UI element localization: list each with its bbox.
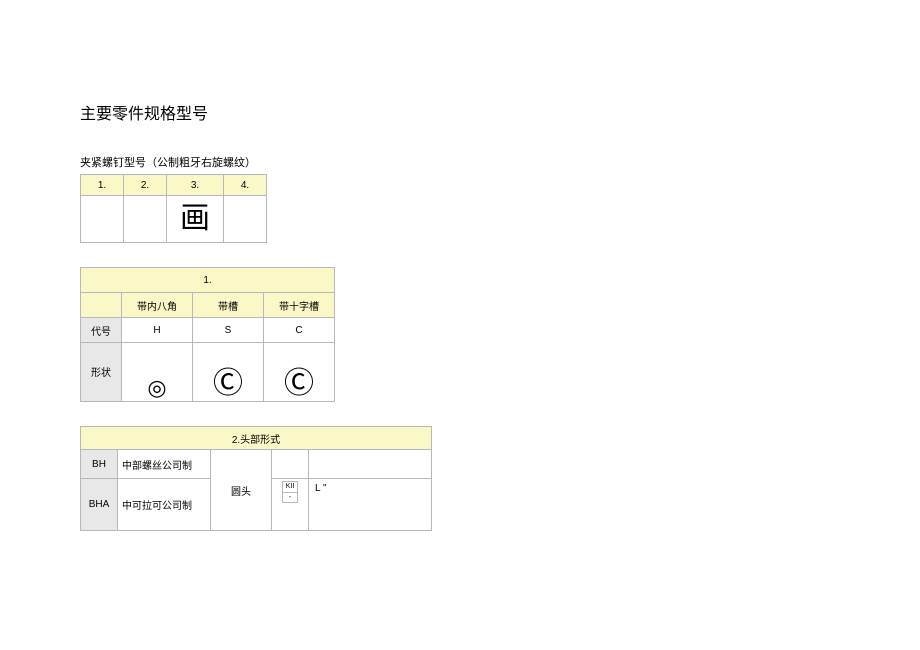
t3-code-1: BH (81, 450, 118, 479)
t2-shape-3: Ⓒ (264, 343, 335, 402)
t3-mid: 圆头 (211, 450, 272, 531)
table-3: 2.头部形式 BH 中部螺丝公司制 圆头 BHA 中可拉可公司制 KII - (80, 426, 432, 531)
table-1: 1. 2. 3. 4. 画 (80, 174, 267, 243)
t1-h3: 3. (167, 175, 224, 196)
t2-corner (81, 293, 122, 318)
t2-col-2: 带槽 (193, 293, 264, 318)
t1-h1: 1. (81, 175, 124, 196)
subtitle: 夹紧螺钉型号（公制粗牙右旋螺纹） (80, 154, 920, 170)
t2-col-3: 带十字槽 (264, 293, 335, 318)
t1-h4: 4. (224, 175, 267, 196)
t2-row-code-label: 代号 (81, 318, 122, 343)
t2-row-shape-label: 形状 (81, 343, 122, 402)
t3-r2b: L " (309, 479, 432, 531)
t3-r1a (272, 450, 309, 479)
mini-b: - (282, 492, 298, 503)
t2-shape-2: Ⓒ (193, 343, 264, 402)
mini-c: L " (315, 483, 327, 494)
t2-span-header: 1. (81, 268, 335, 293)
t3-r1b: KII - (272, 479, 309, 531)
page-title: 主要零件规格型号 (80, 100, 920, 124)
circle-c-icon: Ⓒ (284, 367, 314, 400)
double-circle-icon: ◎ (147, 375, 166, 400)
t3-title: 2.头部形式 (81, 427, 432, 450)
mini-table: KII - (282, 481, 299, 503)
t1-cell-3: 画 (167, 196, 224, 243)
table-2: 1. 带内八角 带槽 带十字槽 代号 H S C 形状 ◎ Ⓒ Ⓒ (80, 267, 335, 402)
t1-cell-2 (124, 196, 167, 243)
circle-c-icon: Ⓒ (213, 367, 243, 400)
t3-desc-2: 中可拉可公司制 (118, 479, 211, 531)
t2-shape-1: ◎ (122, 343, 193, 402)
t2-col-1: 带内八角 (122, 293, 193, 318)
t2-code-2: S (193, 318, 264, 343)
mini-block: KII - (282, 481, 299, 527)
t2-code-1: H (122, 318, 193, 343)
mini-a: KII (282, 482, 298, 493)
t1-h2: 2. (124, 175, 167, 196)
t3-code-2: BHA (81, 479, 118, 531)
glyph-icon: 画 (180, 202, 210, 235)
t3-r2a (309, 450, 432, 479)
t1-cell-4 (224, 196, 267, 243)
t1-cell-1 (81, 196, 124, 243)
t3-desc-1: 中部螺丝公司制 (118, 450, 211, 479)
t2-code-3: C (264, 318, 335, 343)
